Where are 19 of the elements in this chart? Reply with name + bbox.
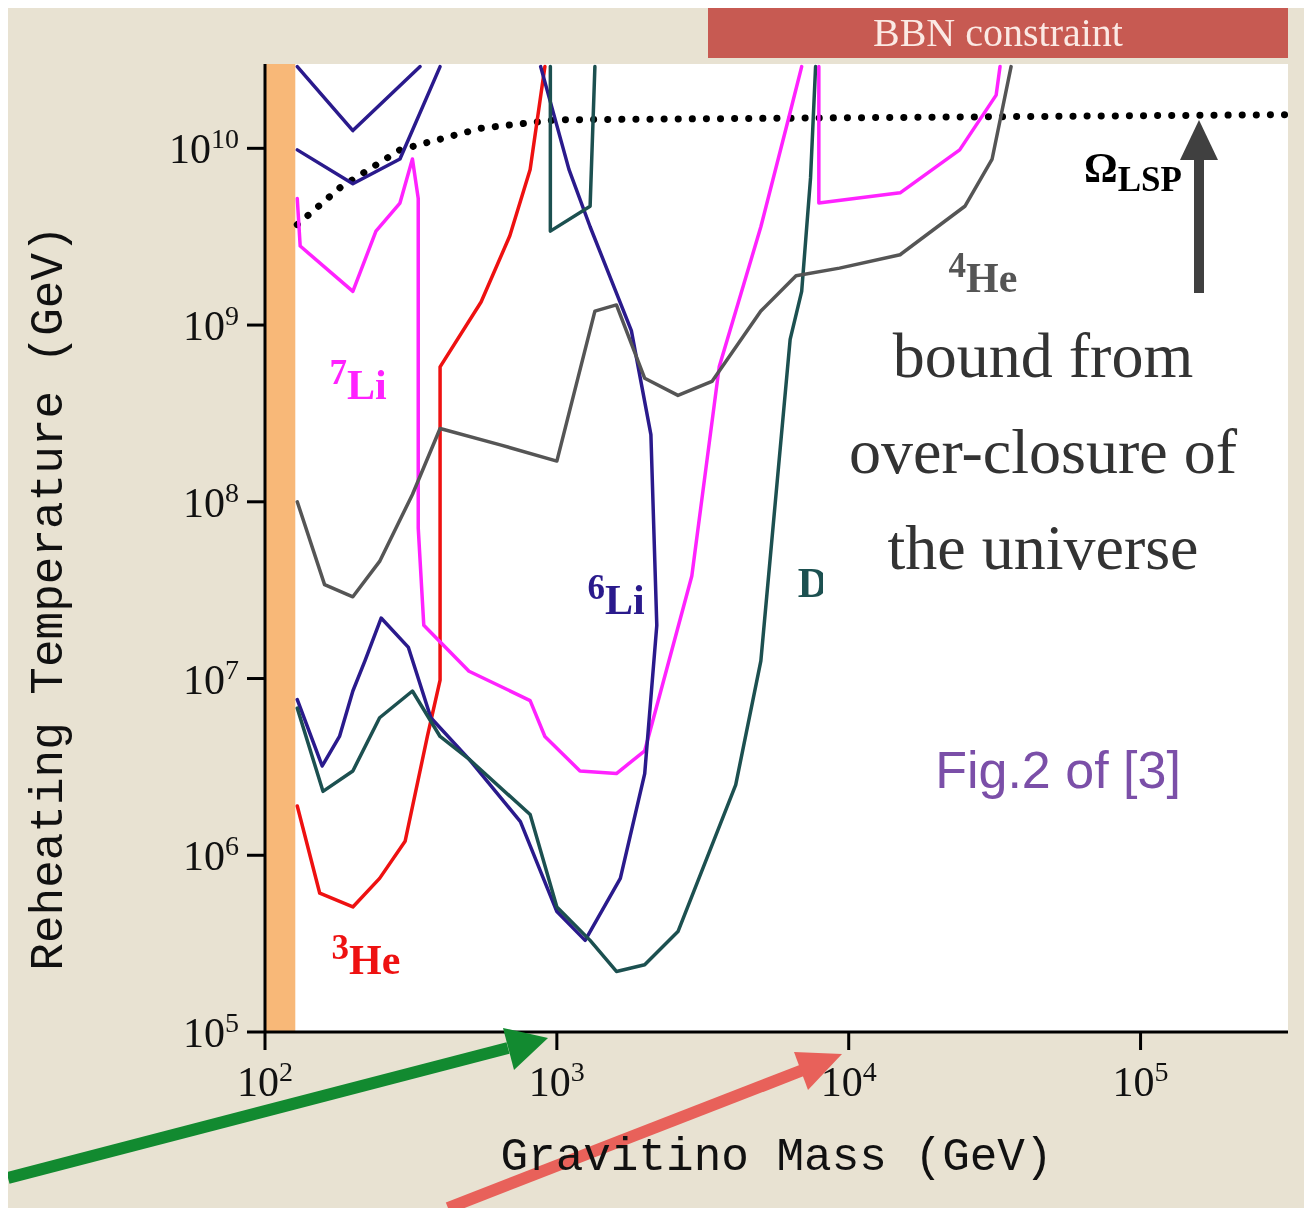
y-tick-label: 10$^{7}$ bbox=[183, 653, 239, 703]
x-tick-label: 10$^{2}$ bbox=[237, 1055, 293, 1105]
y-tick-label: 10$^{5}$ bbox=[183, 1006, 239, 1056]
series-label: $^{4}$He bbox=[948, 246, 1018, 301]
series-label: Ω$_{LSP}$ bbox=[1084, 145, 1182, 200]
x-tick-label: 10$^{5}$ bbox=[1112, 1055, 1169, 1105]
annotation: Fig.2 of [3] bbox=[935, 741, 1181, 799]
x-tick-label: 10$^{4}$ bbox=[820, 1055, 877, 1105]
y-axis-title: Reheating Temperature (GeV) bbox=[24, 225, 76, 971]
series-label: $^{6}$Li bbox=[587, 568, 645, 623]
y-tick-label: 10$^{10}$ bbox=[169, 122, 239, 173]
y-tick-label: 10$^{9}$ bbox=[183, 299, 239, 350]
series-label: $^{3}$He bbox=[331, 928, 401, 983]
chart-title: BBN constraint bbox=[873, 10, 1123, 55]
y-tick-label: 10$^{6}$ bbox=[183, 829, 239, 880]
series-label: $^{7}$Li bbox=[329, 353, 387, 408]
annotation: bound from over-closure of the universe bbox=[849, 320, 1237, 583]
y-tick-label: 10$^{8}$ bbox=[183, 476, 239, 526]
x-tick-label: 10$^{3}$ bbox=[528, 1055, 585, 1105]
